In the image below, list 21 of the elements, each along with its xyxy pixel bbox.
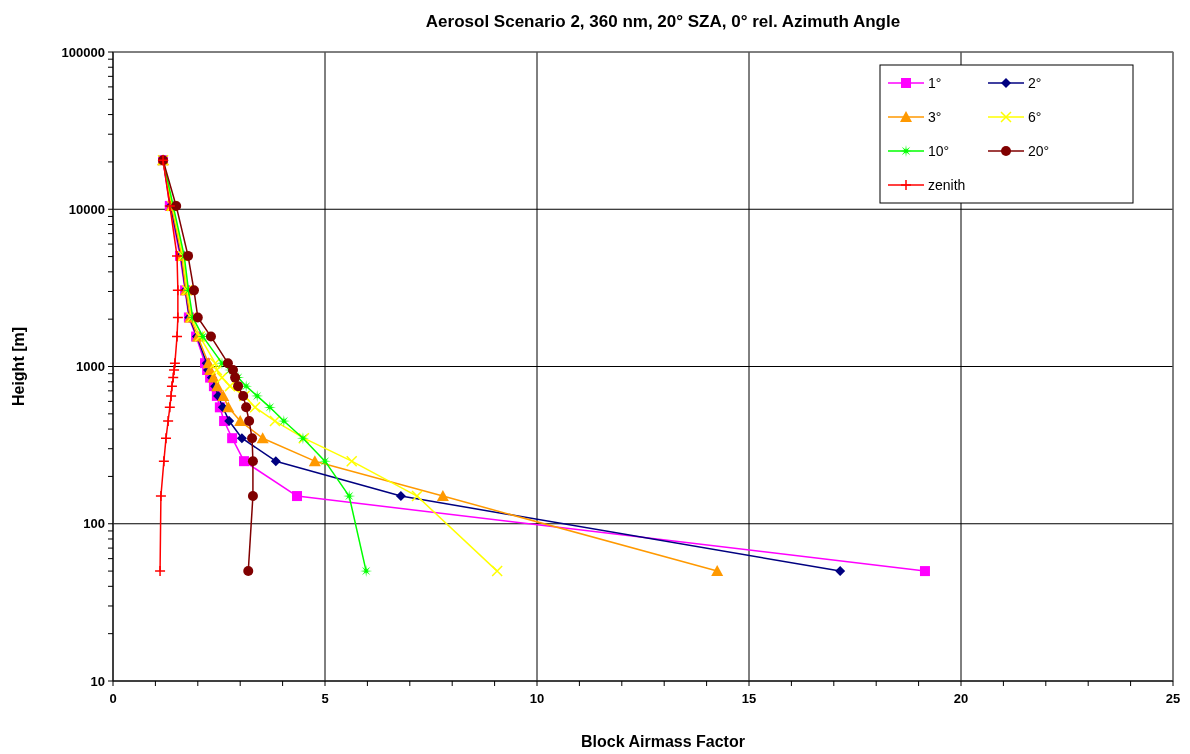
y-axis-title: Height [m] bbox=[10, 326, 27, 407]
chart-title: Aerosol Scenario 2, 360 nm, 20° SZA, 0° rel. Azimuth Angle bbox=[425, 12, 901, 31]
y-tick-label: 10000 bbox=[68, 201, 105, 217]
legend-label: 10° bbox=[928, 143, 950, 159]
legend-label: 1° bbox=[928, 75, 942, 91]
x-axis-title: Block Airmass Factor bbox=[581, 733, 745, 750]
x-tick-label: 0 bbox=[109, 691, 117, 706]
y-tick-label: 10 bbox=[90, 673, 105, 689]
x-tick-label: 10 bbox=[529, 691, 545, 706]
x-tick-label: 20 bbox=[953, 691, 969, 706]
y-tick-label: 100 bbox=[83, 516, 105, 532]
legend-label: 2° bbox=[1028, 75, 1042, 91]
legend-label: zenith bbox=[928, 177, 966, 193]
x-tick-label: 5 bbox=[321, 691, 329, 706]
x-tick-label: 15 bbox=[741, 691, 757, 706]
legend-label: 20° bbox=[1028, 143, 1050, 159]
legend-label: 6° bbox=[1028, 109, 1042, 125]
y-tick-label: 100000 bbox=[61, 44, 105, 60]
legend-label: 3° bbox=[928, 109, 942, 125]
y-tick-label: 1000 bbox=[76, 359, 105, 374]
x-tick-label: 25 bbox=[1165, 691, 1181, 706]
